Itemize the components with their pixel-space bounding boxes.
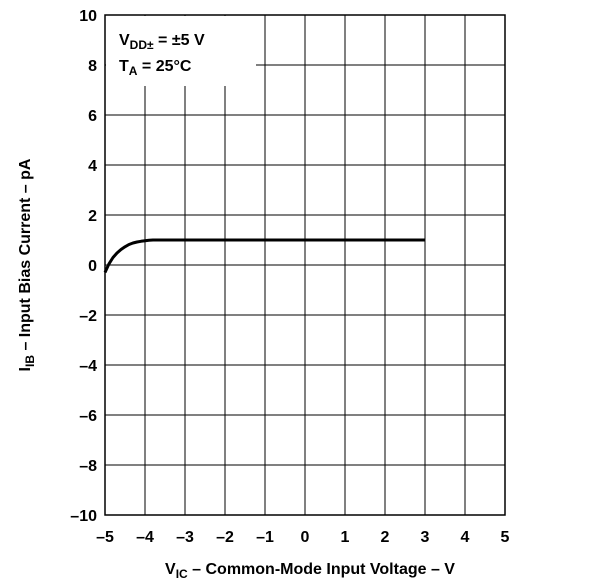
x-tick-label: 2 [381, 529, 390, 546]
plot-area [104, 14, 506, 516]
x-tick-label: 0 [301, 529, 310, 546]
y-tick-label: –8 [79, 458, 97, 475]
annotation-temperature: TA = 25°C [119, 58, 192, 78]
y-tick-labels: 10 8 6 4 2 0 –2 –4 –6 –8 –10 [70, 8, 97, 525]
x-tick-label: 1 [341, 529, 350, 546]
annotation-box [106, 16, 256, 86]
y-tick-label: 2 [88, 208, 97, 225]
x-tick-label: 3 [421, 529, 430, 546]
x-tick-label: 5 [501, 529, 510, 546]
x-tick-label: –3 [176, 529, 194, 546]
x-tick-labels: –5 –4 –3 –2 –1 0 1 2 3 4 5 [96, 529, 509, 546]
x-tick-label: –1 [256, 529, 274, 546]
y-tick-label: 4 [88, 158, 97, 175]
y-tick-label: –4 [79, 358, 97, 375]
y-tick-label: 6 [88, 108, 97, 125]
x-tick-label: 4 [461, 529, 470, 546]
x-axis-label: VIC – Common-Mode Input Voltage – V [165, 561, 455, 581]
series-group [103, 238, 425, 274]
y-tick-label: –10 [70, 508, 97, 525]
y-tick-label: –2 [79, 308, 97, 325]
x-tick-label: –5 [96, 529, 114, 546]
annotation-supply: VDD± = ±5 V [119, 32, 205, 52]
x-tick-label: –2 [216, 529, 234, 546]
y-tick-label: 8 [88, 58, 97, 75]
x-tick-label: –4 [136, 529, 154, 546]
y-tick-label: 10 [79, 8, 97, 25]
grid [105, 15, 505, 515]
y-axis-label: IIB – Input Bias Current – pA [17, 158, 37, 371]
series-line [103, 238, 425, 274]
y-tick-label: –6 [79, 408, 97, 425]
y-tick-label: 0 [88, 258, 97, 275]
